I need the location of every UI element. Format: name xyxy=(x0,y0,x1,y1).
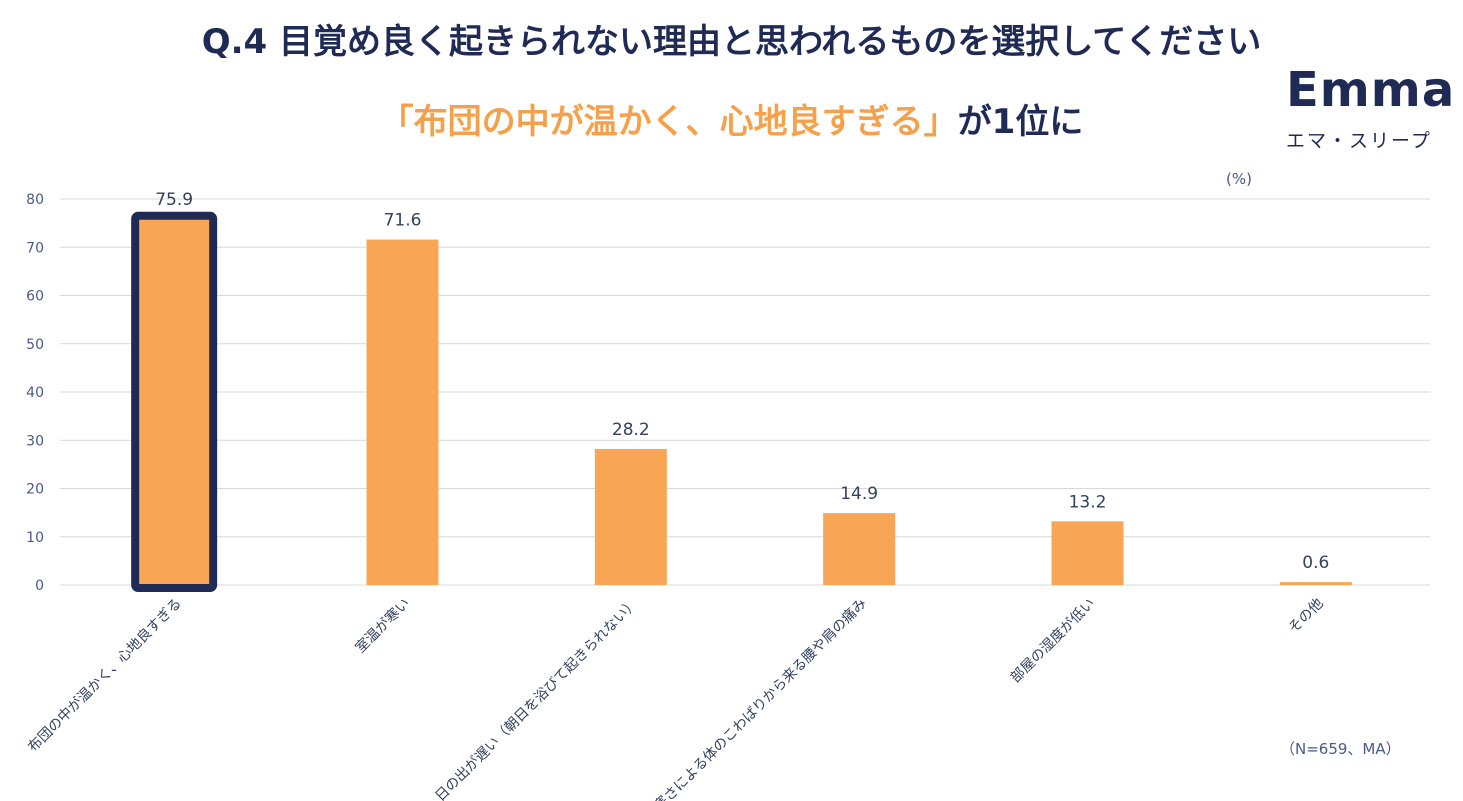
x-category-label: 寒さによる体のこわばりから来る腰や肩の痛み xyxy=(650,595,870,801)
unit-label: (%) xyxy=(1226,170,1252,188)
bars xyxy=(131,211,1352,592)
x-category-label: 部屋の湿度が低い xyxy=(1008,596,1099,687)
data-label: 14.9 xyxy=(840,484,878,504)
y-tick-label: 60 xyxy=(26,289,44,305)
bar xyxy=(1051,521,1124,585)
chart-title: Q.4 目覚め良く起きられない理由と思われるものを選択してください xyxy=(201,22,1262,62)
y-tick-label: 20 xyxy=(26,482,44,498)
bar xyxy=(366,239,439,585)
subtitle-rest: が1位に xyxy=(957,102,1084,142)
gridlines xyxy=(60,198,1430,586)
y-tick-label: 80 xyxy=(26,192,44,208)
bar xyxy=(823,513,896,585)
y-tick-label: 50 xyxy=(26,337,44,353)
emma-logo-kana: エマ・スリープ xyxy=(1286,130,1432,152)
data-label: 0.6 xyxy=(1302,553,1329,573)
y-tick-label: 0 xyxy=(35,578,44,594)
subtitle-highlight: 「布団の中が温かく、心地良すぎる」 xyxy=(379,102,958,142)
y-axis: 0 10 20 30 40 50 60 70 80 xyxy=(26,192,44,594)
y-tick-label: 70 xyxy=(26,240,44,256)
sample-size-note: （N=659、MA） xyxy=(1280,740,1401,758)
bar xyxy=(1279,582,1352,585)
bar xyxy=(594,448,667,585)
x-category-label: その他 xyxy=(1286,596,1327,637)
x-category-label: 室温が寒い xyxy=(352,595,414,657)
y-tick-label: 40 xyxy=(26,385,44,401)
y-tick-label: 10 xyxy=(26,530,44,546)
x-category-label: 日の出が遅い（朝日を浴びて起きられない） xyxy=(432,596,641,801)
bar-highlighted xyxy=(131,211,218,592)
data-label: 28.2 xyxy=(612,420,650,440)
x-category-label: 布団の中が温かく、心地良すぎる xyxy=(25,596,185,756)
data-label: 13.2 xyxy=(1069,492,1107,512)
chart-subtitle: 「布団の中が温かく、心地良すぎる」が1位に xyxy=(0,94,1463,143)
emma-logo-wordmark: Emma xyxy=(1286,62,1456,118)
data-labels: 75.9 71.6 28.2 14.9 13.2 0.6 xyxy=(155,190,1329,573)
data-label: 71.6 xyxy=(384,211,422,231)
x-axis-categories: 布団の中が温かく、心地良すぎる 室温が寒い 日の出が遅い（朝日を浴びて起きられない）… xyxy=(25,595,1326,801)
data-label: 75.9 xyxy=(155,190,193,210)
y-tick-label: 30 xyxy=(26,433,44,449)
